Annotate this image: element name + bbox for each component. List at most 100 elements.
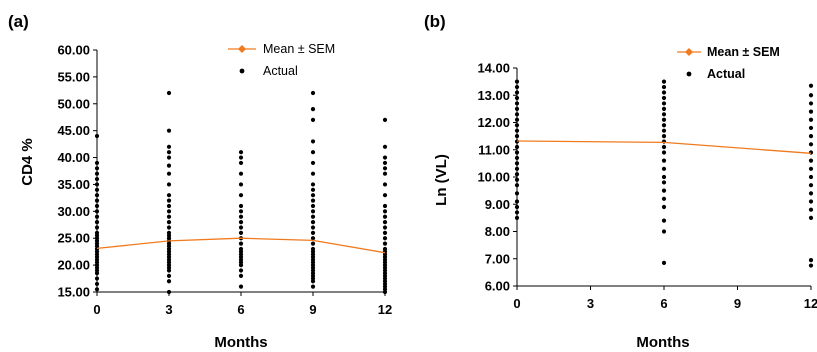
panel-a-data-point bbox=[382, 236, 388, 241]
panel-b-data-point bbox=[808, 258, 814, 263]
panel-b-y-tick-label: 11.00 bbox=[478, 142, 510, 157]
panel-b-data-point bbox=[808, 101, 814, 106]
panel-b-data-point bbox=[514, 134, 520, 139]
panel-a-data-point bbox=[238, 182, 244, 187]
panel-a-data-point bbox=[166, 289, 172, 295]
panel-a-data-point bbox=[94, 193, 100, 198]
panel-a-data-point bbox=[310, 230, 316, 235]
panel-a-data-point bbox=[166, 203, 172, 209]
panel-b-data-point bbox=[514, 177, 520, 182]
panel-a-data-point bbox=[94, 198, 100, 203]
panel-b-y-tick-label: 8.00 bbox=[485, 224, 510, 239]
panel-a-data-point bbox=[238, 246, 244, 252]
panel-a-data-point bbox=[238, 171, 244, 176]
panel-a-data-point bbox=[310, 90, 316, 96]
panel-b-data-point bbox=[514, 123, 520, 128]
panel-a-data-point bbox=[310, 139, 316, 144]
panel-a-data-point bbox=[238, 268, 244, 273]
panel-b-data-point bbox=[514, 204, 520, 210]
panel-b-x-tick-label: 9 bbox=[734, 296, 741, 311]
panel-b-data-point bbox=[661, 84, 667, 90]
panel-b-data-point bbox=[661, 150, 667, 155]
panel-a-data-point bbox=[310, 182, 316, 187]
panel-b-data-point bbox=[808, 109, 814, 114]
panel-a-data-point bbox=[238, 209, 244, 214]
panel-b-x-tick-label: 0 bbox=[513, 296, 520, 311]
panel-a-data-point bbox=[94, 209, 100, 214]
panel-b-data-point bbox=[661, 166, 667, 171]
panel-a-data-point bbox=[238, 203, 244, 209]
panel-b-data-point bbox=[808, 191, 814, 196]
panel-b-x-axis-title: Months bbox=[636, 334, 689, 351]
panel-a-data-point bbox=[238, 193, 244, 198]
panel-a-y-tick-label: 50.00 bbox=[57, 96, 90, 111]
panel-a-data-point bbox=[166, 171, 172, 176]
panel-a-x-tick-label: 6 bbox=[237, 302, 244, 317]
panel-a-data-point bbox=[382, 246, 388, 252]
panel-a-data-point bbox=[310, 219, 316, 225]
panel-a-data-point bbox=[382, 182, 388, 187]
panel-a-x-ticks: 0 3 6 9 12 bbox=[93, 292, 392, 317]
panel-b-data-point bbox=[808, 158, 814, 163]
panel-a-data-point bbox=[166, 150, 172, 155]
panel-a-data-point bbox=[94, 230, 100, 235]
panel-b-data-point bbox=[808, 93, 814, 98]
panel-b-label: (b) bbox=[424, 12, 446, 31]
panel-a-data-point bbox=[382, 214, 388, 219]
panel-a-x-tick-label: 9 bbox=[309, 302, 316, 317]
panel-a-x-axis-title: Months bbox=[214, 334, 267, 351]
panel-a-y-tick-label: 60.00 bbox=[57, 43, 90, 58]
panel-a-data-point bbox=[310, 117, 316, 123]
panel-b-data-point bbox=[661, 128, 667, 133]
panel-a-data-point bbox=[94, 219, 100, 225]
panel-b-mean-sem-line bbox=[516, 140, 812, 154]
panel-a-data-point bbox=[166, 193, 172, 198]
panel-a-data-point bbox=[166, 163, 172, 168]
panel-a-data-point bbox=[166, 144, 172, 149]
panel-a-data-point bbox=[238, 284, 244, 289]
panel-a-data-point bbox=[310, 107, 316, 112]
panel-a-points bbox=[94, 90, 388, 295]
panel-b-x-tick-label: 3 bbox=[587, 296, 594, 311]
panel-b-data-point bbox=[514, 210, 520, 215]
panel-a-data-point bbox=[166, 219, 172, 225]
panel-a-data-point bbox=[238, 150, 244, 155]
panel-b-data-point bbox=[514, 166, 520, 171]
panel-a-data-point bbox=[94, 214, 100, 219]
panel-b-data-point bbox=[661, 101, 667, 106]
panel-a-data-point bbox=[382, 230, 388, 235]
panel-a-data-point bbox=[238, 219, 244, 225]
panel-b-data-point bbox=[808, 199, 814, 204]
panel-a-data-point bbox=[310, 203, 316, 209]
panel-b-legend-diamond-icon bbox=[685, 48, 693, 56]
panel-a-data-point bbox=[382, 241, 388, 246]
panel-a-data-point bbox=[310, 246, 316, 252]
panel-a-data-point bbox=[238, 155, 244, 160]
panel-b-data-point bbox=[808, 215, 814, 220]
panel-a-data-point bbox=[382, 155, 388, 160]
panel-a-data-point bbox=[382, 193, 388, 198]
panel-b-data-point bbox=[514, 90, 520, 95]
panel-a-data-point bbox=[310, 225, 316, 230]
panel-a-mean-line bbox=[96, 237, 386, 254]
panel-a-data-point bbox=[94, 171, 100, 176]
panel-b-data-point bbox=[514, 101, 520, 106]
panel-a-legend-actual-label: Actual bbox=[263, 64, 298, 78]
panel-b-mean-line bbox=[516, 140, 812, 154]
panel-a-data-point bbox=[94, 187, 100, 192]
panel-b-data-point bbox=[514, 191, 520, 196]
panel-a-data-point bbox=[310, 193, 316, 198]
panel-b-data-point bbox=[514, 117, 520, 122]
panel-a-data-point bbox=[382, 203, 388, 209]
panel-a-data-point bbox=[166, 214, 172, 219]
panel-b-data-point bbox=[808, 150, 814, 155]
panel-a-data-point bbox=[382, 117, 388, 123]
panel-a-y-tick-label: 35.00 bbox=[57, 177, 90, 192]
panel-a-data-point bbox=[310, 160, 316, 166]
panel-b-y-tick-label: 10.00 bbox=[477, 170, 510, 185]
panel-b-y-tick-label: 6.00 bbox=[485, 279, 510, 294]
panel-b-legend-actual-label: Actual bbox=[707, 67, 745, 81]
panel-b-legend: Mean ± SEM Actual bbox=[677, 45, 780, 81]
panel-b-y-ticks: 6.00 7.00 8.00 9.00 10.00 11.00 12.00 13.00 14.0… bbox=[477, 61, 517, 294]
panel-a-data-point bbox=[94, 281, 100, 287]
